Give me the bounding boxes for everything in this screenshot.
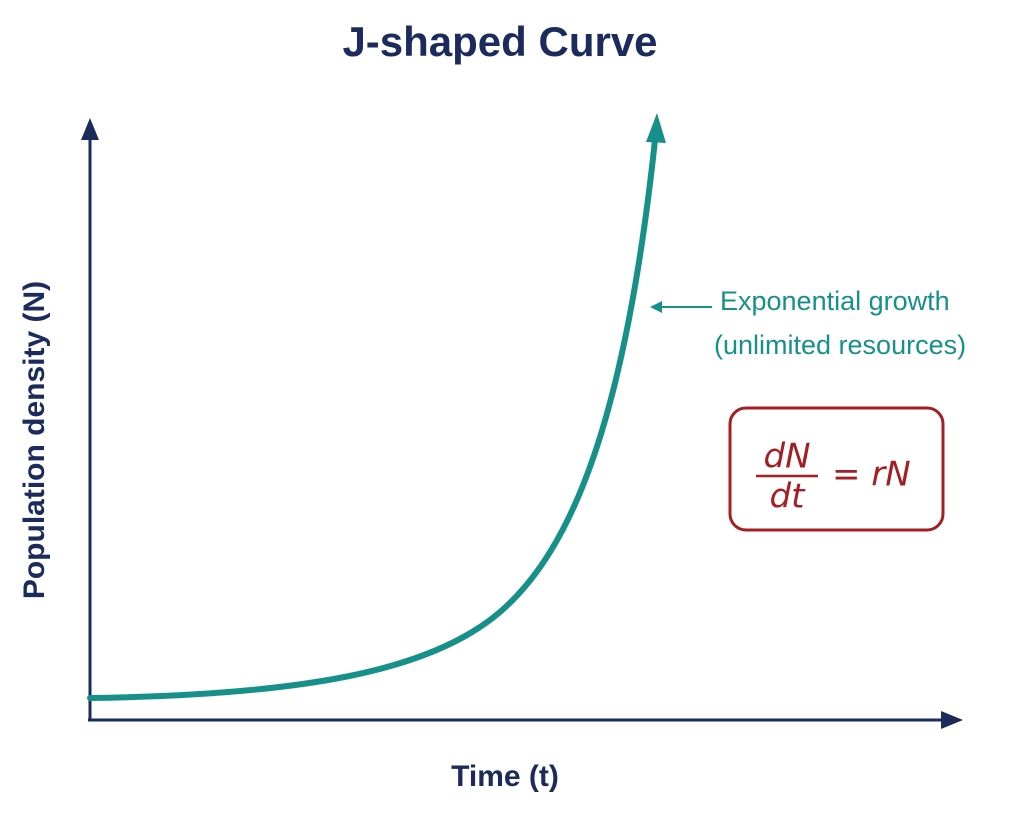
annotation-line: Exponential growth bbox=[720, 286, 950, 316]
x-axis-arrow bbox=[941, 711, 963, 729]
equation-numerator: dN bbox=[763, 437, 810, 477]
equation-box bbox=[728, 406, 945, 532]
y-axis-arrow bbox=[81, 118, 99, 140]
annotation-pointer-head bbox=[650, 301, 662, 313]
x-axis-label: Time (t) bbox=[451, 760, 559, 793]
equation-denominator: dt bbox=[770, 477, 807, 517]
y-axis-label: Population density (N) bbox=[18, 281, 51, 599]
equation-right-side: = rN bbox=[832, 455, 911, 495]
growth-curve bbox=[87, 137, 658, 701]
annotation-line: (unlimited resources) bbox=[714, 330, 966, 360]
curve-arrow bbox=[646, 113, 666, 143]
title: J-shaped Curve bbox=[342, 18, 657, 65]
